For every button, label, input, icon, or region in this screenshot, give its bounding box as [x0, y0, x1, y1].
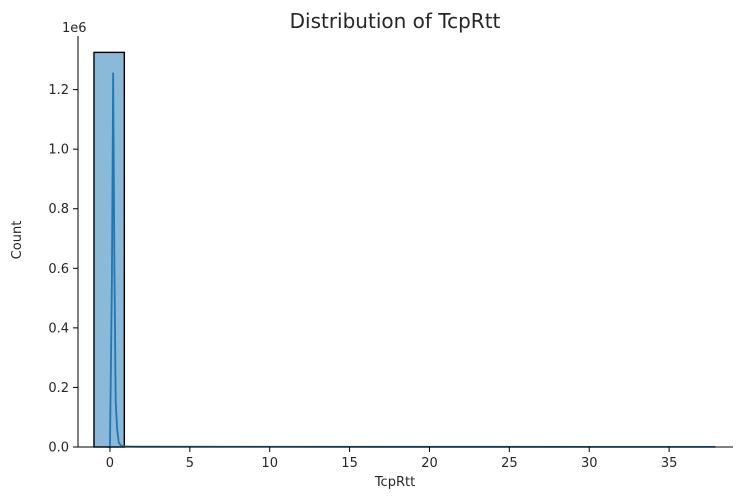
x-tick-label: 5	[186, 456, 194, 471]
histogram-bar-0	[93, 51, 126, 448]
chart-title: Distribution of TcpRtt	[290, 9, 501, 33]
kde-line	[106, 72, 716, 448]
x-tick-label: 10	[261, 456, 278, 471]
y-axis-label: Count	[10, 221, 25, 260]
x-axis-label: TcpRtt	[374, 475, 415, 490]
y-tick-label: 0.6	[48, 262, 69, 277]
x-tick-label: 25	[501, 456, 518, 471]
bars-layer	[93, 51, 126, 448]
y-tick-label: 0.4	[48, 321, 69, 336]
y-scale-offset-label: 1e6	[62, 21, 87, 36]
axes-layer: 0 5 10 15 20 25 30 35 0.0 0.2 0.4 0.6 0.8 1.0 1.2	[48, 36, 733, 471]
x-tick-label: 30	[581, 456, 598, 471]
y-tick-label: 1.2	[48, 83, 69, 98]
x-tick-label: 20	[421, 456, 438, 471]
x-tick-label: 0	[106, 456, 114, 471]
y-tick-label: 0.2	[48, 381, 69, 396]
y-tick-label: 0.0	[48, 441, 69, 456]
y-tick-label: 1.0	[48, 143, 69, 158]
x-tick-label: 15	[341, 456, 358, 471]
y-tick-label: 0.8	[48, 202, 69, 217]
x-tick-label: 35	[661, 456, 678, 471]
kde-layer	[106, 72, 716, 448]
